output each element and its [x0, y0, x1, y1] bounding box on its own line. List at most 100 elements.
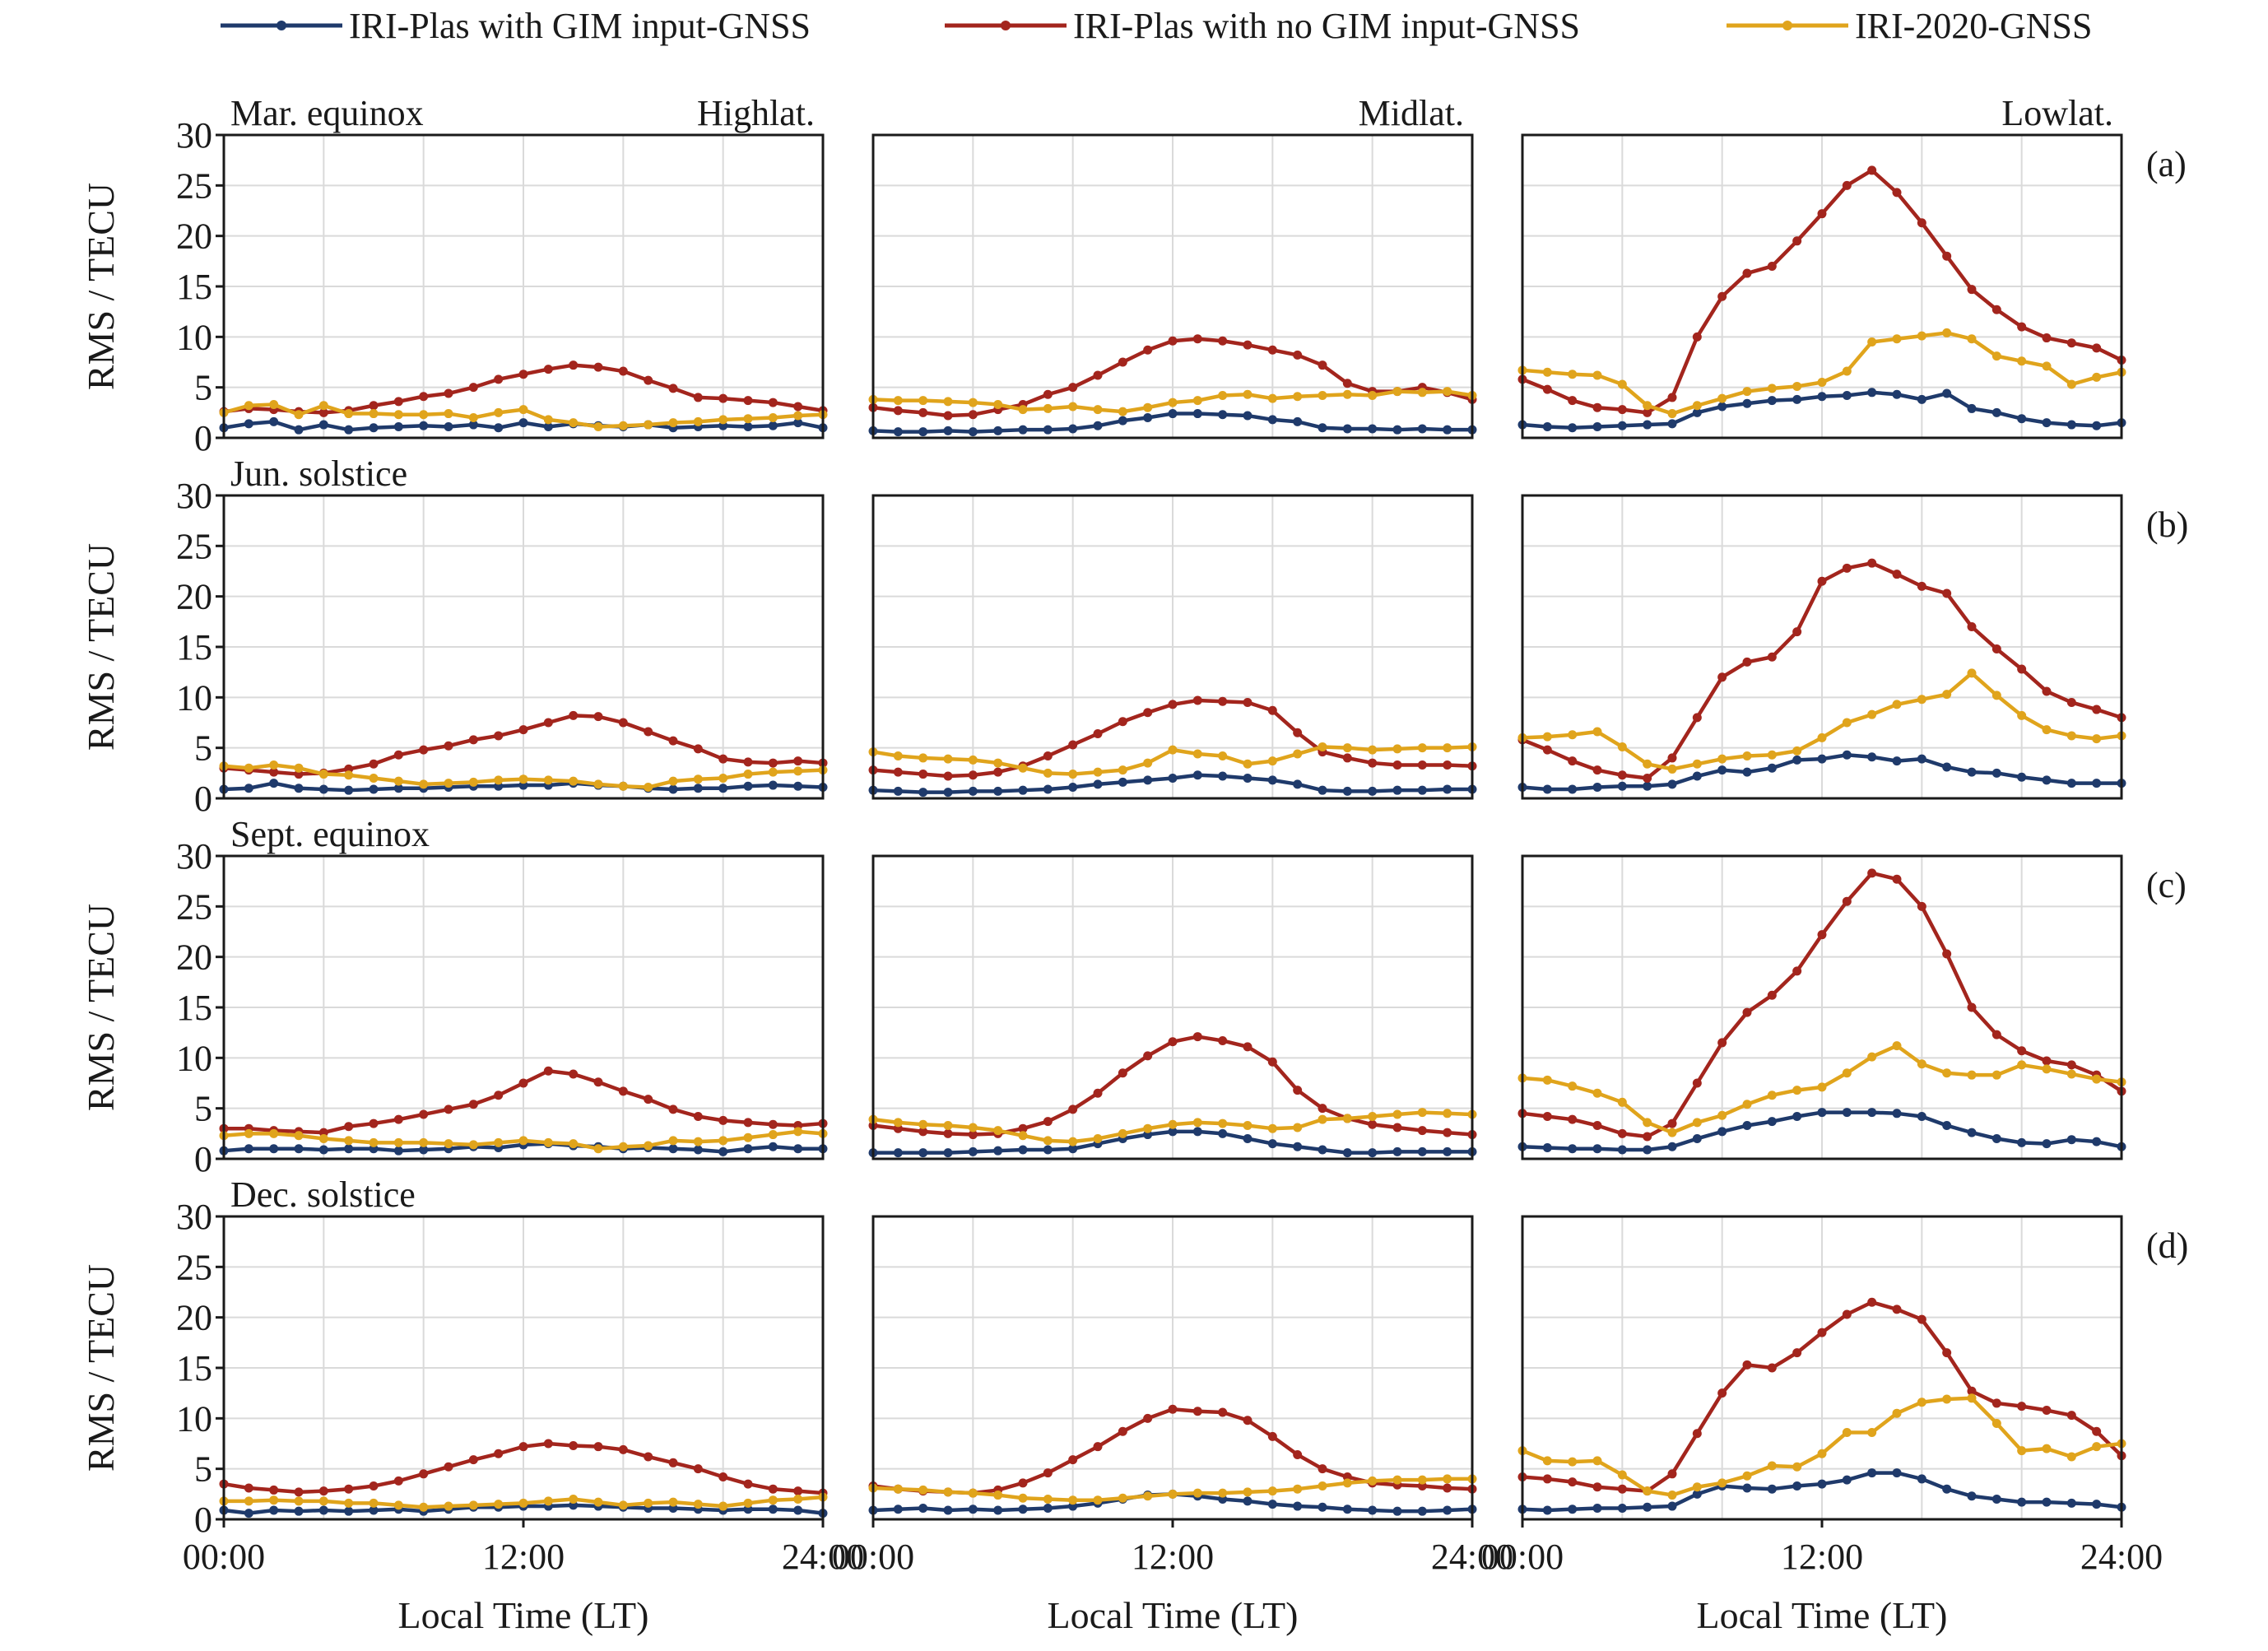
data-point	[718, 393, 728, 403]
data-point	[1168, 1037, 1178, 1047]
data-point	[1392, 425, 1402, 435]
data-point	[1318, 1481, 1327, 1491]
data-point	[618, 1444, 628, 1454]
data-point	[1368, 390, 1378, 400]
data-point	[2066, 420, 2076, 430]
data-point	[918, 396, 928, 406]
data-point	[1742, 1007, 1752, 1017]
data-point	[1817, 930, 1827, 940]
series	[219, 360, 828, 417]
data-point	[2092, 1442, 2102, 1452]
data-point	[1218, 751, 1228, 760]
data-point	[1443, 1146, 1452, 1156]
grid	[873, 1216, 1472, 1519]
grid	[224, 856, 823, 1159]
season-label: Jun. solstice	[230, 453, 407, 494]
data-point	[1667, 1491, 1677, 1500]
data-point	[1792, 966, 1802, 976]
data-point	[294, 425, 304, 435]
data-point	[494, 374, 504, 384]
data-point	[1068, 383, 1078, 393]
data-point	[993, 426, 1003, 435]
data-point	[444, 422, 453, 432]
data-point	[1991, 1398, 2001, 1408]
data-point	[1093, 370, 1103, 380]
data-point	[1742, 387, 1752, 397]
data-point	[1692, 1482, 1702, 1492]
data-point	[593, 779, 603, 789]
data-point	[419, 779, 429, 789]
data-point	[1318, 390, 1327, 400]
data-point	[1293, 1449, 1303, 1459]
data-point	[1842, 1475, 1852, 1485]
y-tick-label: 20	[176, 216, 212, 257]
data-point	[1742, 268, 1752, 278]
row-label: (c)	[2146, 865, 2187, 905]
data-point	[244, 419, 253, 429]
data-point	[1118, 765, 1127, 775]
data-point	[1192, 409, 1202, 419]
y-tick-label: 15	[176, 1348, 212, 1388]
data-point	[1568, 370, 1578, 379]
legend-label: IRI-Plas with no GIM input-GNSS	[1073, 6, 1580, 46]
data-point	[369, 1498, 379, 1508]
series	[868, 1108, 1477, 1146]
data-point	[318, 1496, 328, 1506]
data-point	[1018, 1123, 1028, 1133]
data-point	[1842, 1068, 1852, 1078]
data-point	[1267, 1057, 1277, 1067]
legend-entry: IRI-2020-GNSS	[1727, 6, 2092, 46]
data-point	[1568, 730, 1578, 740]
panel: 0 5 10 15 20 25 30 Sept. equinox	[176, 814, 828, 1179]
data-point	[1667, 1142, 1677, 1151]
y-tick-label: 20	[176, 1298, 212, 1338]
data-point	[1443, 387, 1452, 397]
data-point	[1168, 409, 1178, 419]
data-point	[393, 750, 403, 760]
legend-label: IRI-Plas with GIM input-GNSS	[349, 6, 811, 46]
data-point	[1143, 412, 1153, 422]
data-point	[318, 407, 328, 417]
data-point	[1293, 416, 1303, 426]
panels: 0 5 10 15 20 25 30 Mar. equinox Highlat. Midlat. L…	[176, 93, 2188, 1577]
data-point	[668, 418, 678, 428]
data-point	[1792, 1348, 1802, 1358]
data-point	[1892, 1408, 1902, 1418]
data-point	[269, 1495, 279, 1505]
data-point	[768, 1505, 778, 1514]
legend-swatch-marker	[277, 21, 286, 30]
series	[1517, 558, 2126, 783]
data-point	[918, 427, 928, 437]
data-point	[1168, 700, 1178, 709]
data-point	[444, 1462, 453, 1472]
data-point	[618, 421, 628, 430]
x-tick-label: 00:00	[183, 1537, 265, 1577]
y-tick-label: 0	[194, 1500, 212, 1540]
season-label: Dec. solstice	[230, 1174, 416, 1215]
data-point	[1568, 423, 1578, 433]
series	[868, 770, 1477, 798]
data-point	[2042, 1139, 2052, 1149]
data-point	[1368, 758, 1378, 768]
data-point	[2066, 1498, 2076, 1508]
data-point	[793, 418, 803, 428]
x-axis-labels: Local Time (LT) Local Time (LT) Local Time…	[398, 1594, 1948, 1636]
data-point	[1143, 1051, 1153, 1061]
data-point	[543, 1439, 553, 1449]
data-point	[1093, 405, 1103, 415]
data-point	[693, 774, 703, 784]
data-point	[1018, 1145, 1028, 1155]
data-point	[1617, 405, 1627, 415]
data-point	[1942, 1121, 1952, 1131]
data-point	[269, 779, 279, 788]
data-point	[294, 1496, 304, 1506]
data-point	[1617, 770, 1627, 780]
data-point	[1192, 1032, 1202, 1042]
data-point	[1867, 165, 1877, 175]
data-point	[1592, 1088, 1602, 1098]
data-point	[1617, 781, 1627, 791]
data-point	[993, 400, 1003, 410]
data-point	[1643, 1486, 1652, 1496]
data-point	[1568, 756, 1578, 766]
grid	[873, 135, 1472, 438]
